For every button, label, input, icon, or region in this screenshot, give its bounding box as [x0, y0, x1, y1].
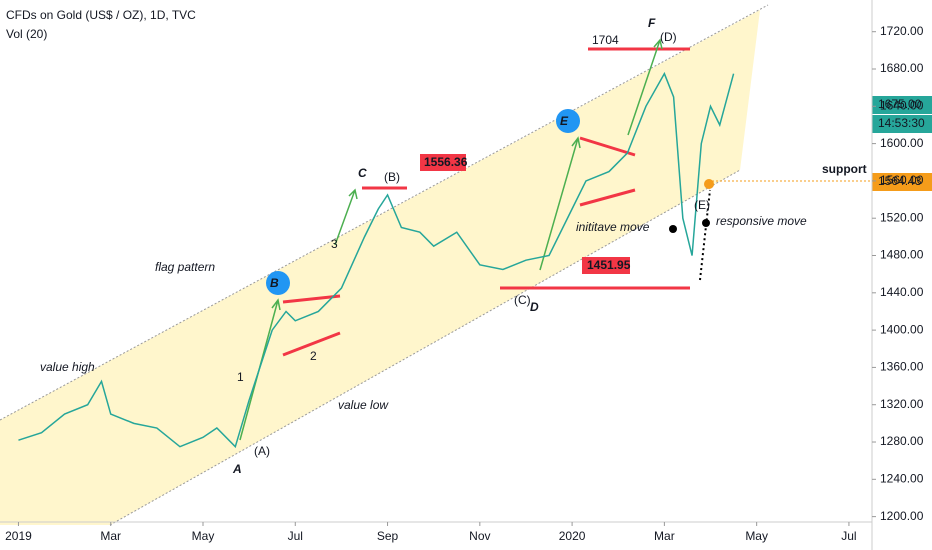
y-tick-label: 1560.00 — [880, 173, 924, 187]
title: CFDs on Gold (US$ / OZ), 1D, TVC — [6, 8, 196, 22]
x-tick-label: 2020 — [559, 529, 586, 543]
y-tick-label: 1480.00 — [880, 248, 924, 262]
dot — [702, 219, 710, 227]
annotation: A — [232, 462, 242, 476]
annotation: inititave move — [576, 220, 650, 234]
annotation: 2 — [310, 349, 317, 363]
x-tick-label: May — [745, 529, 768, 543]
annotation: 1 — [237, 370, 244, 384]
arrows — [239, 38, 663, 441]
annotation: flag pattern — [155, 260, 215, 274]
y-tick-label: 1520.00 — [880, 210, 924, 224]
x-tick-label: Mar — [100, 529, 121, 543]
y-tick-label: 1320.00 — [880, 397, 924, 411]
annotation: (A) — [254, 444, 270, 458]
label-box — [582, 257, 630, 274]
y-tick-label: 1720.00 — [880, 24, 924, 38]
annotation: value high — [40, 360, 95, 374]
annotation: 1704 — [592, 33, 619, 47]
y-tick-label: 1640.00 — [880, 98, 924, 112]
x-tick-label: 2019 — [5, 529, 32, 543]
badge — [556, 109, 580, 133]
annotation: 1675.00 — [878, 97, 922, 111]
annotation: B — [270, 276, 279, 290]
price-tag — [872, 96, 932, 114]
label-box — [420, 154, 466, 171]
annotation: responsive move — [716, 214, 807, 228]
y-tick-label: 1440.00 — [880, 285, 924, 299]
annotation: 14:53:30 — [878, 116, 925, 130]
price-line — [18, 71, 735, 449]
annotation: 1556.36 — [424, 155, 468, 169]
annotation: 3 — [331, 237, 338, 251]
dot — [669, 225, 677, 233]
annotation: 1564.43 — [878, 174, 922, 188]
y-tick-label: 1240.00 — [880, 471, 924, 485]
channel-lower — [109, 169, 741, 526]
x-tick-label: Sep — [377, 529, 399, 543]
annotation: (C) — [514, 293, 531, 307]
annotation: (B) — [384, 170, 400, 184]
annotation: C — [358, 166, 367, 180]
x-tick-label: May — [192, 529, 215, 543]
dot — [704, 179, 714, 189]
annotation: 1451.95 — [587, 258, 631, 272]
y-tick-label: 1200.00 — [880, 509, 924, 523]
x-tick-label: Mar — [654, 529, 675, 543]
y-tick-label: 1360.00 — [880, 360, 924, 374]
y-tick-label: 1680.00 — [880, 61, 924, 75]
price-tag — [872, 115, 932, 133]
x-tick-label: Jul — [288, 529, 303, 543]
dotted-move — [699, 189, 711, 281]
annotation: value low — [338, 398, 389, 412]
channel — [0, 10, 760, 525]
x-tick-label: Jul — [841, 529, 856, 543]
annotation: support — [822, 162, 867, 176]
y-tick-label: 1280.00 — [880, 434, 924, 448]
badge — [266, 271, 290, 295]
annotation: (E) — [694, 198, 710, 212]
subtitle: Vol (20) — [6, 27, 47, 41]
y-tick-label: 1600.00 — [880, 136, 924, 150]
flag-lines — [282, 47, 690, 357]
annotation: E — [560, 114, 569, 128]
y-tick-label: 1400.00 — [880, 322, 924, 336]
annotation: F — [648, 16, 656, 30]
x-tick-label: Nov — [469, 529, 490, 543]
channel-upper — [0, 4, 769, 421]
annotation: D — [530, 300, 539, 314]
price-tag — [872, 173, 932, 191]
annotation: (D) — [660, 30, 677, 44]
